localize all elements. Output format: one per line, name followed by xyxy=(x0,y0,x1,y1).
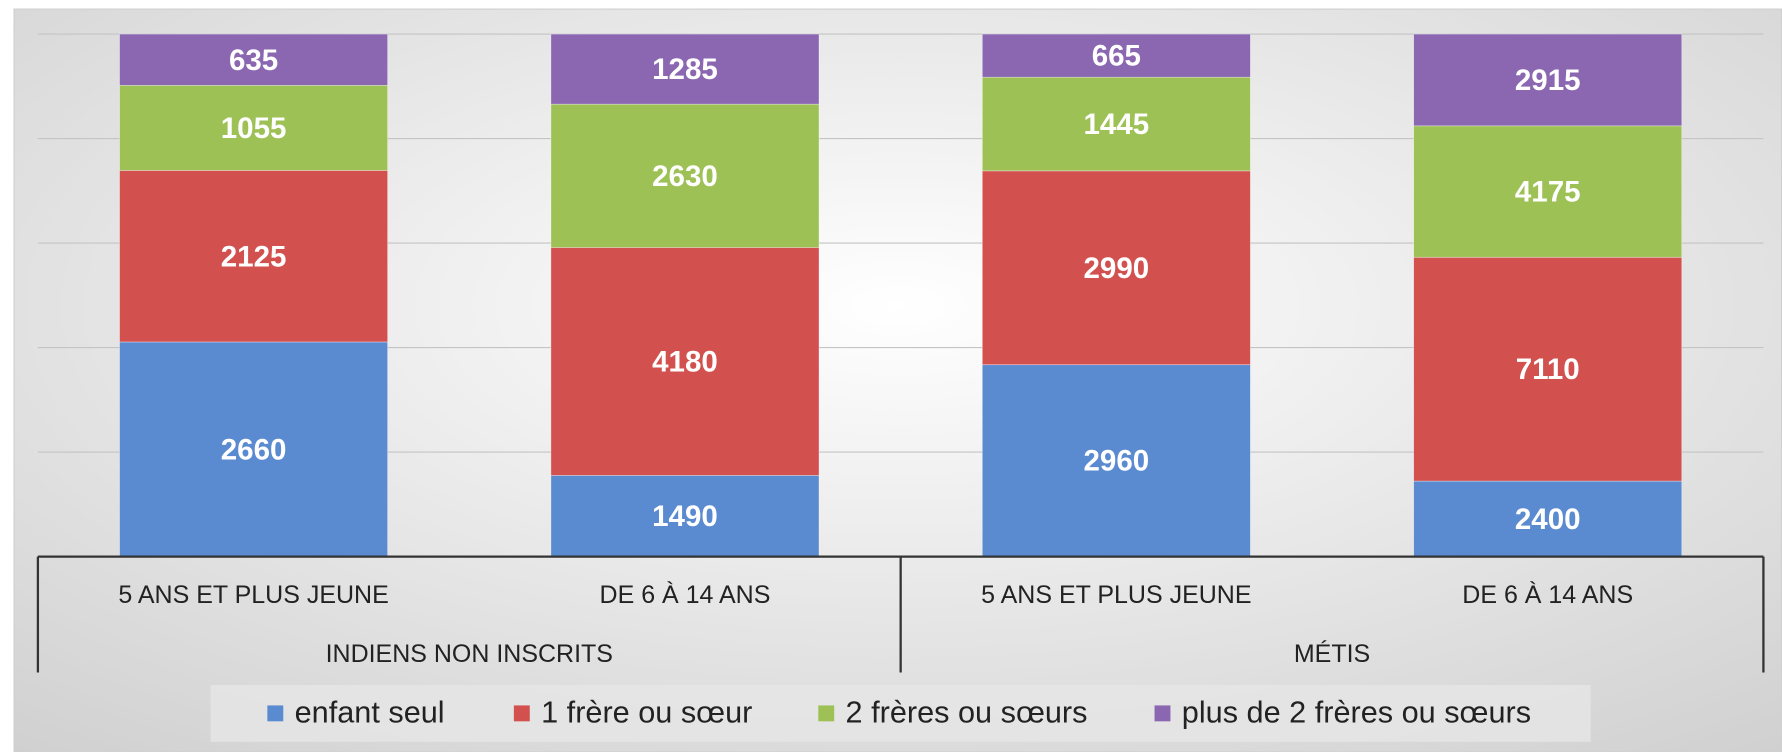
data-label: 2915 xyxy=(1515,64,1581,97)
bar-segment xyxy=(550,33,820,105)
x-tick-label: 5 ANS ET PLUS JEUNE xyxy=(118,581,388,609)
legend-label: 2 frères ou sœurs xyxy=(846,696,1088,730)
data-label: 1055 xyxy=(221,112,287,145)
bar-segment xyxy=(1413,480,1683,557)
data-label: 4180 xyxy=(652,346,718,379)
bar-segment xyxy=(550,247,820,476)
group-label: MÉTIS xyxy=(1294,639,1370,668)
data-label: 2960 xyxy=(1084,445,1150,478)
legend-swatch xyxy=(818,705,835,722)
data-label: 1490 xyxy=(652,500,718,533)
data-label: 2630 xyxy=(652,160,718,193)
bar-segment xyxy=(550,103,820,248)
data-label: 4175 xyxy=(1515,176,1581,209)
bar-segment xyxy=(1413,125,1683,258)
group-label: INDIENS NON INSCRITS xyxy=(326,640,613,668)
bar-segment xyxy=(1413,33,1683,127)
bar-segment xyxy=(981,33,1251,78)
data-label: 635 xyxy=(229,44,278,77)
legend-label: enfant seul xyxy=(295,696,445,730)
bar-segment xyxy=(119,84,388,171)
legend-box xyxy=(210,684,1591,742)
data-label: 2990 xyxy=(1084,252,1150,285)
data-label: 7110 xyxy=(1516,353,1580,386)
legend-label: 1 frère ou sœur xyxy=(541,696,752,730)
bar-segment xyxy=(550,475,820,557)
data-label: 2125 xyxy=(221,240,287,273)
legend-swatch xyxy=(267,705,284,722)
bar-segment xyxy=(119,33,388,86)
legend-swatch xyxy=(513,705,530,722)
data-label: 665 xyxy=(1092,40,1141,73)
legend-label: plus de 2 frères ou sœurs xyxy=(1182,696,1531,730)
x-tick-label: DE 6 À 14 ANS xyxy=(600,580,771,609)
bar-segment xyxy=(119,341,388,557)
data-label: 2400 xyxy=(1515,503,1581,536)
data-label: 1445 xyxy=(1084,108,1150,141)
legend-swatch xyxy=(1154,705,1171,722)
data-label: 1285 xyxy=(652,53,718,86)
bar-segment xyxy=(981,170,1251,366)
x-tick-label: DE 6 À 14 ANS xyxy=(1462,580,1633,609)
bar-segment xyxy=(119,170,388,343)
bar-segment xyxy=(1413,256,1683,482)
bar-segment xyxy=(981,364,1251,557)
data-label: 2660 xyxy=(221,433,287,466)
x-tick-label: 5 ANS ET PLUS JEUNE xyxy=(981,581,1251,609)
